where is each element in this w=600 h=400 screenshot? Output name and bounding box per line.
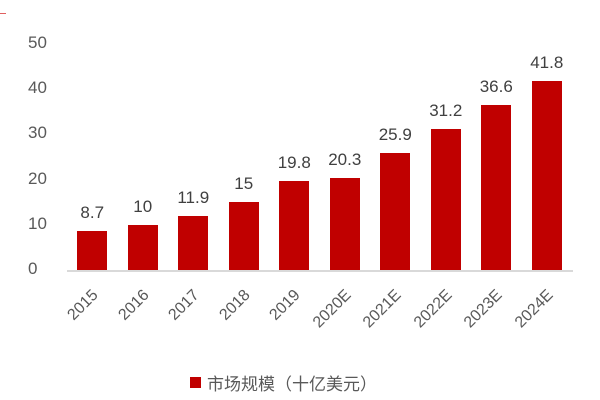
- value-label: 15: [234, 174, 254, 194]
- bar: [77, 230, 108, 270]
- value-label: 11.9: [177, 188, 210, 208]
- x-tick-label: 2023E: [461, 286, 506, 332]
- x-tick-label: 2016: [115, 286, 153, 324]
- legend-label: 市场规模（十亿美元）: [207, 375, 377, 394]
- legend: 市场规模（十亿美元）: [190, 370, 377, 395]
- value-label: 36.6: [479, 76, 513, 96]
- bar: [329, 178, 360, 270]
- bar: [178, 216, 209, 270]
- x-tick-label: 2022E: [410, 286, 456, 332]
- x-tick-label: 2019: [266, 286, 304, 324]
- value-label: 10: [133, 196, 153, 216]
- value-label: 8.7: [80, 202, 105, 222]
- y-tick-label: 30: [28, 123, 47, 143]
- y-tick-label: 10: [28, 213, 47, 233]
- bar: [127, 224, 158, 270]
- y-tick-label: 40: [28, 78, 47, 98]
- x-tick-label: 2015: [64, 286, 102, 324]
- value-label: 20.3: [328, 150, 362, 170]
- x-tick-label: 2018: [216, 286, 254, 324]
- bar: [228, 202, 259, 270]
- corner-mark: [0, 13, 6, 14]
- value-label: 31.2: [429, 100, 463, 120]
- x-tick-label: 2021E: [360, 286, 405, 332]
- x-tick-label: 2020E: [309, 286, 355, 332]
- y-tick-label: 0: [28, 259, 38, 278]
- bar: [531, 81, 562, 270]
- value-label: 41.8: [530, 53, 564, 73]
- y-tick-label: 20: [28, 168, 47, 188]
- bar: [430, 128, 461, 270]
- x-tick-label: 2024E: [511, 286, 557, 332]
- bar: [380, 152, 411, 270]
- legend-swatch: [190, 377, 201, 388]
- bar: [279, 180, 310, 270]
- x-axis-line: [67, 270, 573, 272]
- bar: [481, 104, 512, 270]
- value-label: 25.9: [378, 124, 412, 144]
- value-label: 19.8: [277, 152, 311, 172]
- x-tick-label: 2017: [165, 286, 203, 324]
- y-tick-label: 50: [28, 33, 47, 52]
